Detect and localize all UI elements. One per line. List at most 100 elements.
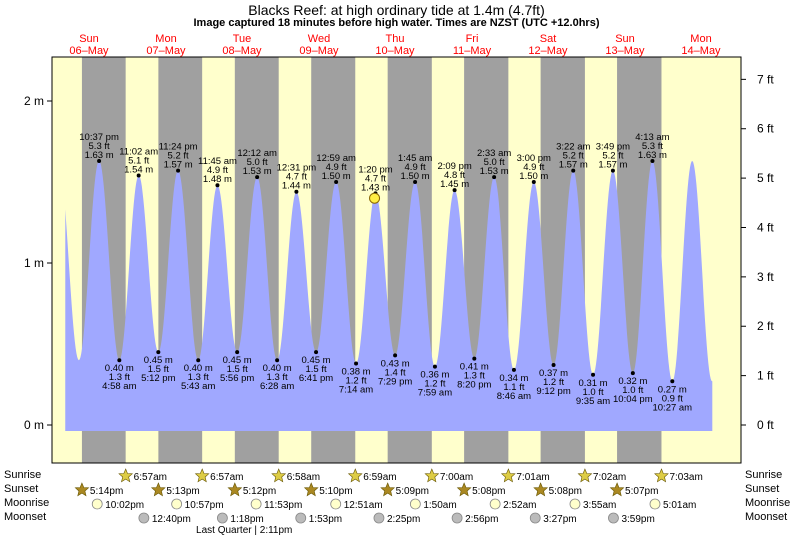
sunrise-icon <box>654 468 669 483</box>
tide-m-label: 1.53 m <box>480 166 509 177</box>
tide-ft-label: 4.7 ft <box>286 172 307 183</box>
tide-ft-label: 5.2 ft <box>168 151 189 162</box>
tide-ft-label: 5.2 ft <box>563 151 584 162</box>
day-header-name: Mon <box>690 33 711 45</box>
tide-ft-label: 5.3 ft <box>89 141 110 152</box>
tide-time-label: 10:27 am <box>652 402 692 413</box>
tide-point <box>235 350 240 355</box>
tide-time-label: 6:41 pm <box>299 373 333 384</box>
sunset-icon <box>456 482 472 497</box>
sunset-icon <box>303 482 319 497</box>
tide-point <box>492 175 497 180</box>
moonrise-time-label: 2:52am <box>503 500 536 511</box>
tide-time-label: 5:56 pm <box>220 373 254 384</box>
moonset-time-label: 2:56pm <box>465 514 498 525</box>
sunset-time-label: 5:12pm <box>243 486 276 497</box>
left-tick-label: 1 m <box>24 256 44 270</box>
tide-time-label: 10:37 pm <box>79 132 119 143</box>
tide-m-label: 0.43 m <box>381 358 410 369</box>
tide-time-label: 2:33 am <box>477 148 511 159</box>
tide-time-label: 9:12 pm <box>536 386 570 397</box>
tide-point <box>136 173 141 178</box>
tide-m-label: 0.27 m <box>658 384 687 395</box>
tide-point <box>393 353 398 358</box>
day-header-name: Wed <box>308 33 330 45</box>
tide-point <box>215 183 220 188</box>
sunrise-icon <box>347 468 363 483</box>
tide-m-label: 0.31 m <box>579 378 608 389</box>
sunrise-row-label-left: Sunrise <box>4 469 42 481</box>
moonrise-icon <box>489 498 501 510</box>
sunset-time-label: 5:09pm <box>396 486 429 497</box>
tide-m-label: 1.50 m <box>401 171 430 182</box>
sunrise-time-label: 7:02am <box>593 472 626 483</box>
tide-point <box>176 168 181 173</box>
moonset-icon <box>295 512 307 524</box>
plot-border <box>51 56 742 464</box>
tide-m-label: 0.45 m <box>223 355 252 366</box>
sunrise-time-label: 6:57am <box>210 472 243 483</box>
tide-time-label: 7:59 am <box>418 388 452 399</box>
sunset-icon <box>609 482 625 497</box>
tide-time-label: 5:12 pm <box>141 373 175 384</box>
tide-time-label: 7:14 am <box>339 384 373 395</box>
sunrise-time-label: 7:01am <box>516 472 549 483</box>
tide-time-label: 8:46 am <box>497 391 531 402</box>
tide-m-label: 1.45 m <box>440 179 469 190</box>
tide-point <box>255 175 260 180</box>
tide-ft-label: 1.2 ft <box>345 375 366 386</box>
sunrise-time-label: 6:58am <box>287 472 320 483</box>
tide-ft-label: 5.3 ft <box>642 141 663 152</box>
sunset-time-label: 5:08pm <box>549 486 582 497</box>
tide-curve <box>65 161 713 431</box>
right-tick-label: 3 ft <box>757 270 774 284</box>
tide-m-label: 1.50 m <box>322 171 351 182</box>
moonrise-icon <box>250 498 262 510</box>
tide-ft-label: 4.7 ft <box>365 173 386 184</box>
moonset-icon <box>138 512 150 524</box>
tide-ft-label: 5.1 ft <box>128 156 149 167</box>
tide-m-label: 0.45 m <box>144 355 173 366</box>
tide-time-label: 10:04 pm <box>613 394 653 405</box>
right-tick-label: 6 ft <box>757 122 774 136</box>
tide-time-label: 3:22 am <box>556 142 590 153</box>
moonset-time-label: 1:18pm <box>230 514 263 525</box>
tide-ft-label: 1.1 ft <box>503 382 524 393</box>
day-header-date: 07–May <box>146 45 186 57</box>
sunset-time-label: 5:07pm <box>625 486 658 497</box>
tide-ft-label: 4.8 ft <box>444 170 465 181</box>
tide-time-label: 2:09 pm <box>437 161 471 172</box>
chart-subtitle: Image captured 18 minutes before high wa… <box>193 17 600 29</box>
tide-time-label: 12:59 am <box>316 153 356 164</box>
tide-point <box>511 367 516 372</box>
moonrise-icon <box>330 498 342 510</box>
tide-time-label: 9:35 am <box>576 396 610 407</box>
day-header-date: 09–May <box>299 45 339 57</box>
tide-time-label: 8:20 pm <box>457 380 491 391</box>
tide-time-label: 3:49 pm <box>596 142 630 153</box>
tide-time-label: 4:13 am <box>635 132 669 143</box>
tide-point <box>630 371 635 376</box>
sunrise-icon <box>118 468 134 483</box>
tide-time-label: 5:43 am <box>181 381 215 392</box>
day-header-date: 10–May <box>375 45 415 57</box>
day-header-name: Mon <box>155 33 176 45</box>
tide-point <box>196 358 201 363</box>
tide-point <box>650 158 655 163</box>
tide-point <box>472 356 477 361</box>
tide-point <box>413 180 418 184</box>
moonset-icon <box>216 512 228 524</box>
sunrise-time-label: 6:57am <box>134 472 167 483</box>
tide-time-label: 3:00 pm <box>517 153 551 164</box>
moonrise-time-label: 12:51am <box>344 500 383 511</box>
sunset-time-label: 5:08pm <box>472 486 505 497</box>
tide-m-label: 1.57 m <box>598 160 627 171</box>
tide-ft-label: 1.5 ft <box>227 364 248 375</box>
day-header-name: Sun <box>615 33 635 45</box>
tide-point <box>571 168 576 173</box>
tide-time-label: 6:28 am <box>260 381 294 392</box>
moonrise-time-label: 11:53pm <box>264 500 302 511</box>
moonset-time-label: 12:40pm <box>152 514 191 525</box>
sunrise-icon <box>271 468 287 483</box>
sunrise-icon <box>194 468 210 483</box>
